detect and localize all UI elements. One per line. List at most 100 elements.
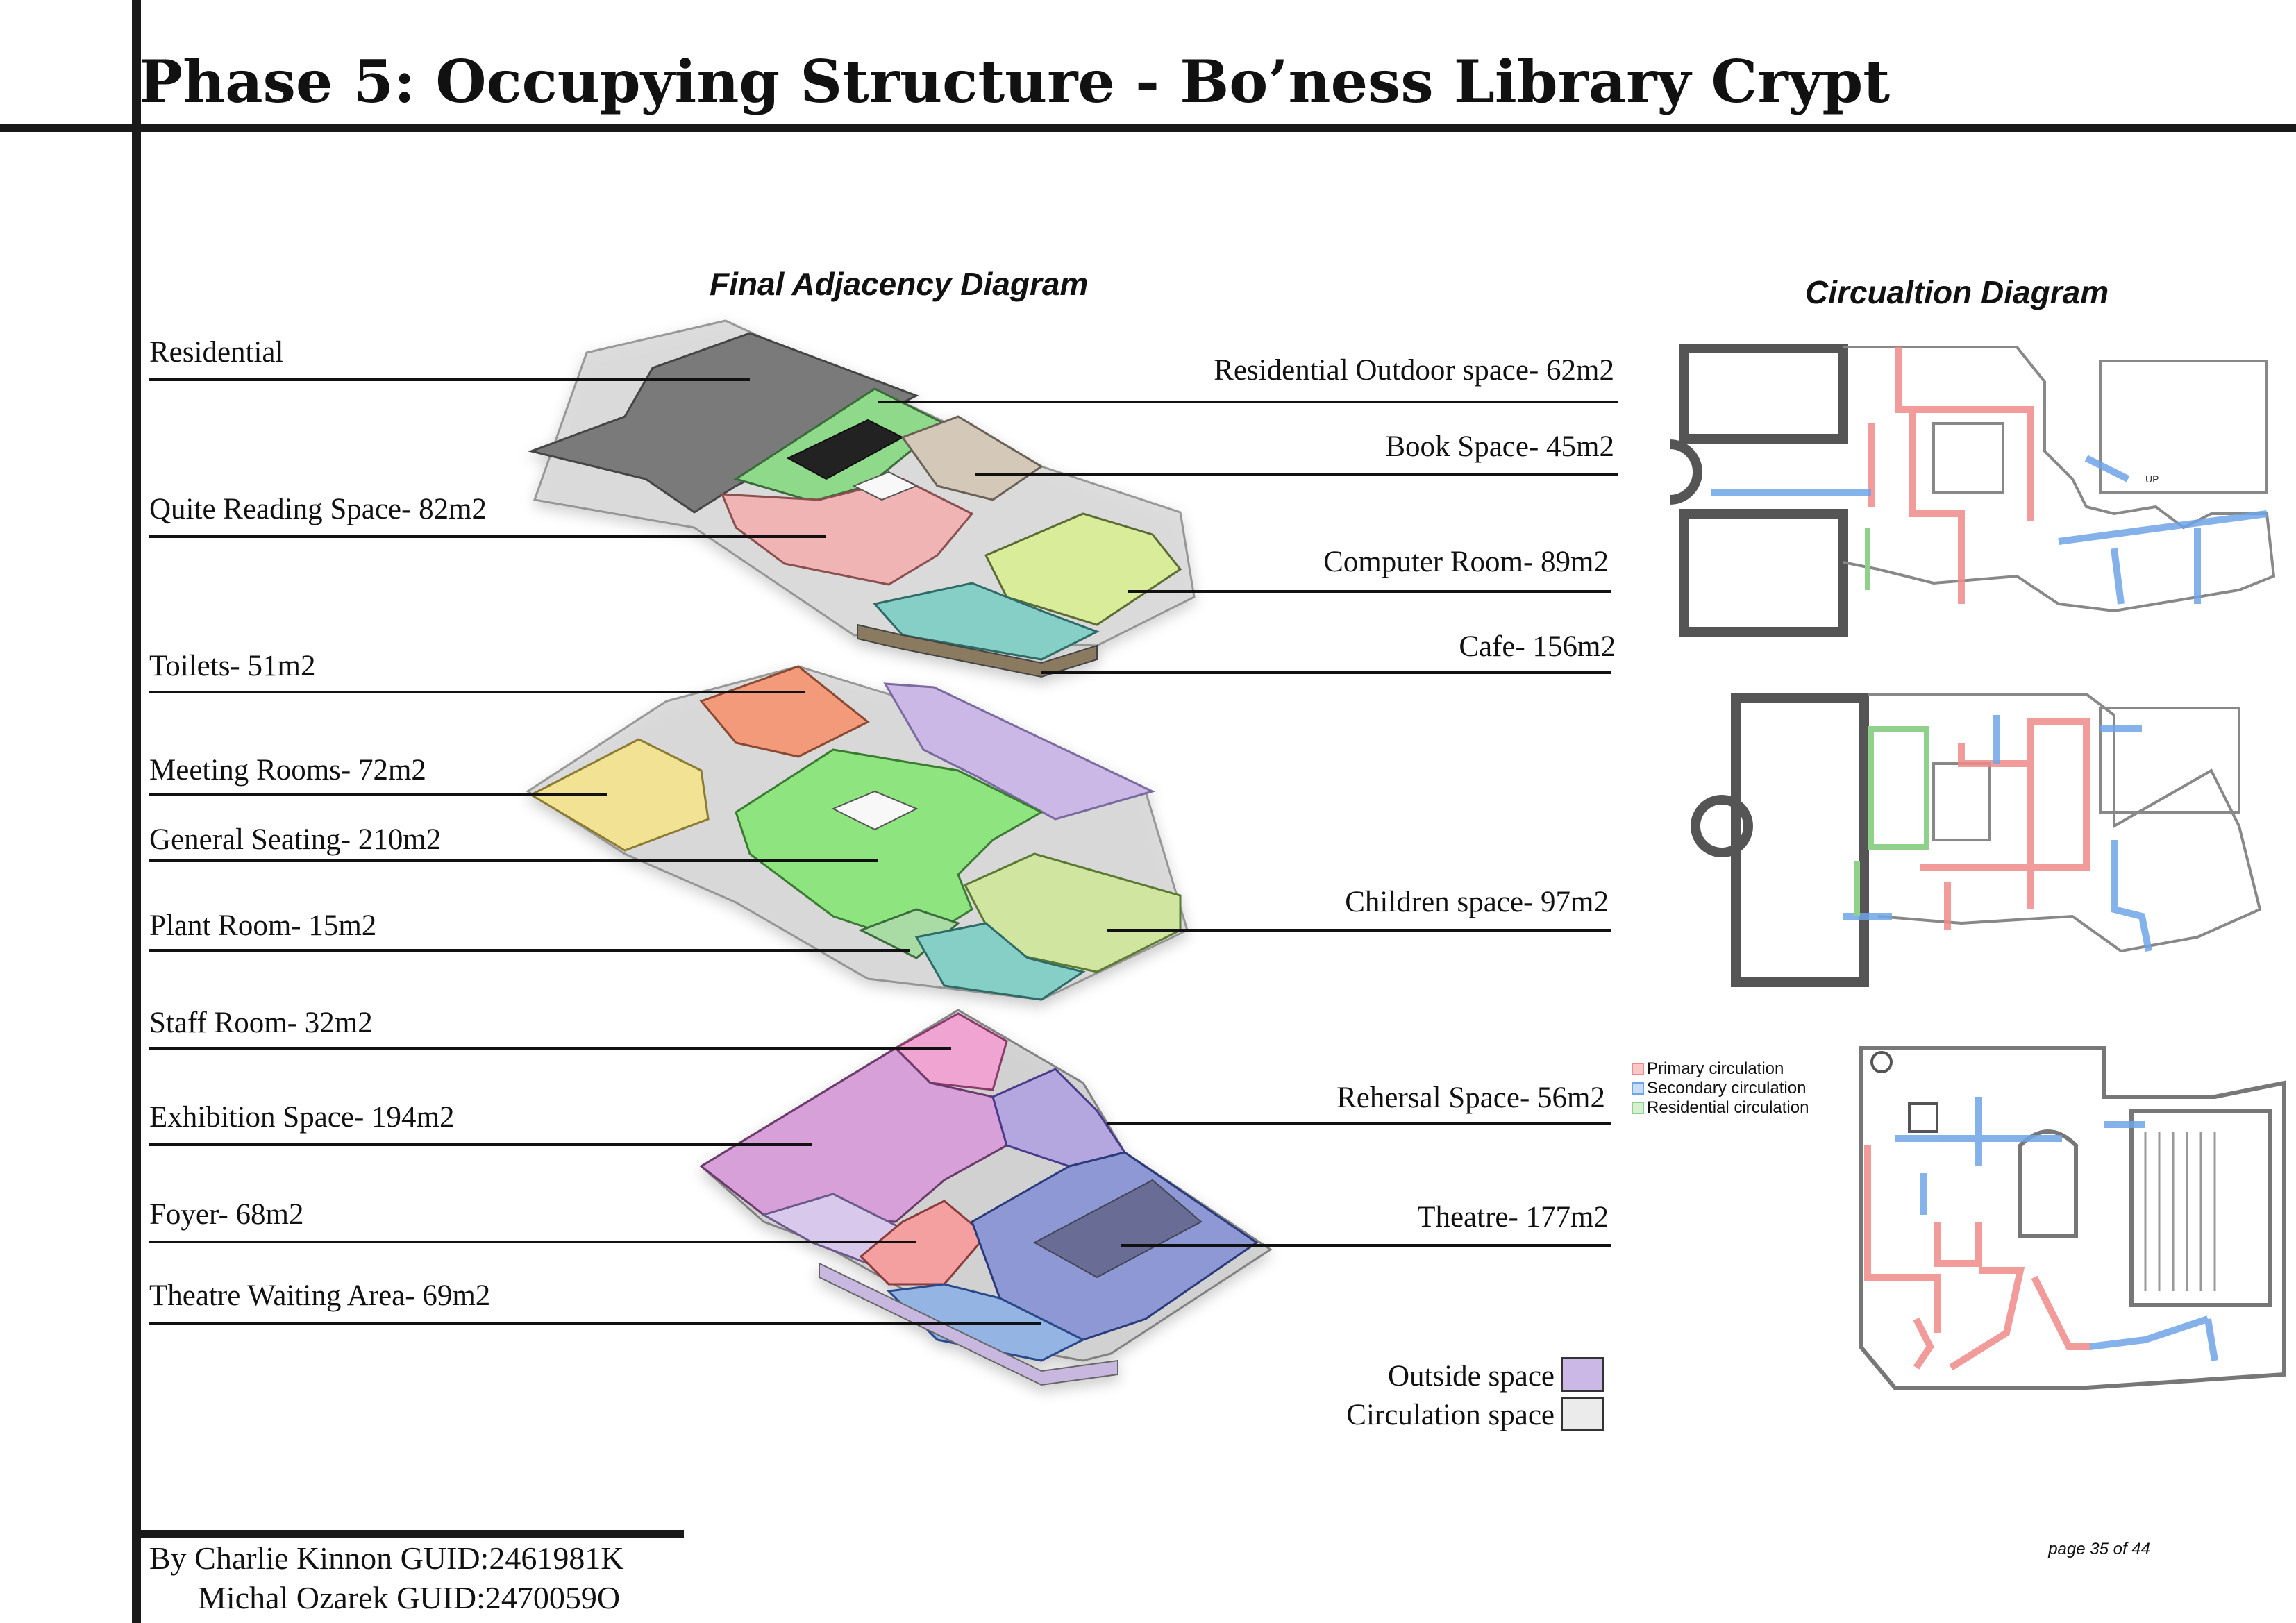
plan3-lift bbox=[1908, 1102, 1938, 1133]
leader-theatre bbox=[1121, 1244, 1611, 1247]
frame-header-rule bbox=[0, 124, 2296, 132]
label-children-space: Children space- 97m2 bbox=[1345, 886, 1609, 918]
leader-general-seating bbox=[149, 859, 878, 862]
leader-book-space bbox=[975, 473, 1618, 476]
zone-general-seating bbox=[735, 748, 1044, 945]
plan2-primary-route bbox=[1920, 718, 2090, 930]
circulation-legend: Primary circulation Secondary circulatio… bbox=[1632, 1059, 1809, 1118]
plan2-stair bbox=[1691, 795, 1753, 857]
zone-cafe-lower bbox=[914, 922, 1086, 1001]
label-toilets: Toilets- 51m2 bbox=[149, 650, 316, 682]
key-circulation-label: Circulation space bbox=[1346, 1399, 1555, 1431]
zone-general-void bbox=[831, 790, 919, 831]
plan1-east-wing bbox=[2099, 360, 2268, 494]
frame-footer-rule bbox=[132, 1530, 684, 1538]
leader-foyer bbox=[149, 1241, 916, 1243]
leader-meeting-rooms bbox=[149, 793, 607, 796]
legend-residential: Residential circulation bbox=[1632, 1098, 1809, 1118]
legend-residential-label: Residential circulation bbox=[1647, 1098, 1809, 1117]
credits-line1: By Charlie Kinnon GUID:2461981K bbox=[149, 1540, 624, 1576]
plan2-secondary-route bbox=[1843, 715, 2152, 952]
zone-quiet-reading bbox=[720, 478, 974, 586]
label-meeting-rooms: Meeting Rooms- 72m2 bbox=[149, 754, 426, 787]
plan1-primary-route bbox=[1868, 347, 2034, 604]
label-exhibition: Exhibition Space- 194m2 bbox=[149, 1101, 455, 1134]
zone-toilets bbox=[699, 665, 870, 758]
key-outside-swatch bbox=[1561, 1357, 1604, 1392]
plan1-secondary-route bbox=[1711, 455, 2268, 605]
plan3-theatre-rows bbox=[2144, 1132, 2216, 1291]
legend-secondary: Secondary circulation bbox=[1632, 1079, 1809, 1098]
plan3-outline bbox=[1859, 1046, 2286, 1390]
leader-quiet-reading bbox=[149, 535, 826, 538]
zone-reading-void bbox=[852, 471, 919, 501]
label-plant-room: Plant Room- 15m2 bbox=[149, 909, 377, 942]
plan1-void bbox=[1932, 422, 2004, 494]
circulation-plan-middle bbox=[1691, 693, 2262, 987]
label-general-seating: General Seating- 210m2 bbox=[149, 823, 442, 856]
leader-plant-room bbox=[149, 949, 910, 952]
label-staff-room: Staff Room- 32m2 bbox=[149, 1007, 373, 1039]
plan1-outline bbox=[1843, 346, 2276, 613]
label-rehearsal-space: Rehersal Space- 56m2 bbox=[1336, 1082, 1605, 1114]
plan3-primary-route bbox=[1864, 1145, 2090, 1371]
leader-computer-room bbox=[1128, 590, 1611, 593]
page-number: page 35 of 44 bbox=[2048, 1540, 2150, 1558]
upper-edge bbox=[857, 623, 1098, 678]
legend-primary-label: Primary circulation bbox=[1647, 1059, 1784, 1078]
leader-children-space bbox=[1107, 929, 1611, 932]
leader-theatre-waiting bbox=[149, 1322, 1041, 1325]
plan3-secondary-route bbox=[1895, 1097, 2218, 1361]
page-title: Phase 5: Occupying Structure - Bo’ness L… bbox=[139, 47, 1891, 116]
key-circulation-swatch bbox=[1561, 1397, 1604, 1431]
floor-middle bbox=[526, 665, 1189, 1001]
label-computer-room: Computer Room- 89m2 bbox=[1323, 546, 1609, 578]
leader-residential bbox=[149, 378, 750, 381]
plan3-theatre-block bbox=[2129, 1109, 2272, 1307]
circulation-plan-upper: UP bbox=[1670, 344, 2276, 637]
label-cafe: Cafe- 156m2 bbox=[1459, 630, 1616, 663]
plan2-east-office bbox=[2099, 707, 2240, 814]
credits-line2: Michal Ozarek GUID:2470059O bbox=[198, 1580, 621, 1615]
zone-meeting-rooms bbox=[528, 738, 710, 852]
plan1-residence-bottom bbox=[1679, 509, 1848, 637]
legend-secondary-label: Secondary circulation bbox=[1647, 1079, 1807, 1098]
leader-toilets bbox=[149, 691, 805, 693]
plan1-stair bbox=[1670, 439, 1702, 505]
legend-primary: Primary circulation bbox=[1632, 1059, 1809, 1079]
floor-lower bbox=[699, 1009, 1273, 1386]
legend-secondary-swatch bbox=[1632, 1082, 1644, 1095]
zone-outside-space bbox=[883, 682, 1156, 821]
leader-rehearsal-space bbox=[1107, 1122, 1611, 1125]
key-outside-label: Outside space bbox=[1387, 1360, 1555, 1393]
label-quiet-reading: Quite Reading Space- 82m2 bbox=[149, 493, 487, 525]
frame-vertical-rule bbox=[132, 0, 141, 1623]
label-residential: Residential bbox=[149, 336, 284, 369]
plan2-residence bbox=[1731, 693, 1869, 987]
zone-residential bbox=[527, 332, 919, 514]
adjacency-diagram-title: Final Adjacency Diagram bbox=[710, 266, 1089, 302]
label-foyer: Foyer- 68m2 bbox=[149, 1198, 304, 1231]
plan2-residential-area bbox=[1868, 726, 1929, 850]
circulation-plan-lower bbox=[1859, 1046, 2286, 1390]
plan1-residence-top bbox=[1679, 344, 1848, 444]
plan2-void bbox=[1932, 762, 1991, 841]
zone-book-space bbox=[900, 415, 1044, 501]
label-theatre-waiting: Theatre Waiting Area- 69m2 bbox=[149, 1279, 491, 1312]
leader-exhibition bbox=[149, 1143, 812, 1146]
zone-plant-room bbox=[858, 908, 961, 959]
legend-primary-swatch bbox=[1632, 1063, 1644, 1075]
label-residential-outdoor: Residential Outdoor space- 62m2 bbox=[1214, 354, 1614, 387]
circulation-diagram-title: Circualtion Diagram bbox=[1805, 274, 2109, 310]
plan3-curved-room bbox=[2018, 1129, 2078, 1238]
label-theatre: Theatre- 177m2 bbox=[1417, 1201, 1609, 1234]
plan2-outline bbox=[1868, 693, 2262, 953]
legend-residential-swatch bbox=[1632, 1102, 1644, 1114]
theatre-seating bbox=[1032, 1179, 1203, 1279]
leader-staff-room bbox=[149, 1047, 951, 1050]
plan1-up-label: UP bbox=[2145, 473, 2159, 485]
leader-cafe bbox=[1041, 671, 1611, 674]
label-book-space: Book Space- 45m2 bbox=[1385, 430, 1614, 463]
floor-upper bbox=[527, 319, 1196, 678]
